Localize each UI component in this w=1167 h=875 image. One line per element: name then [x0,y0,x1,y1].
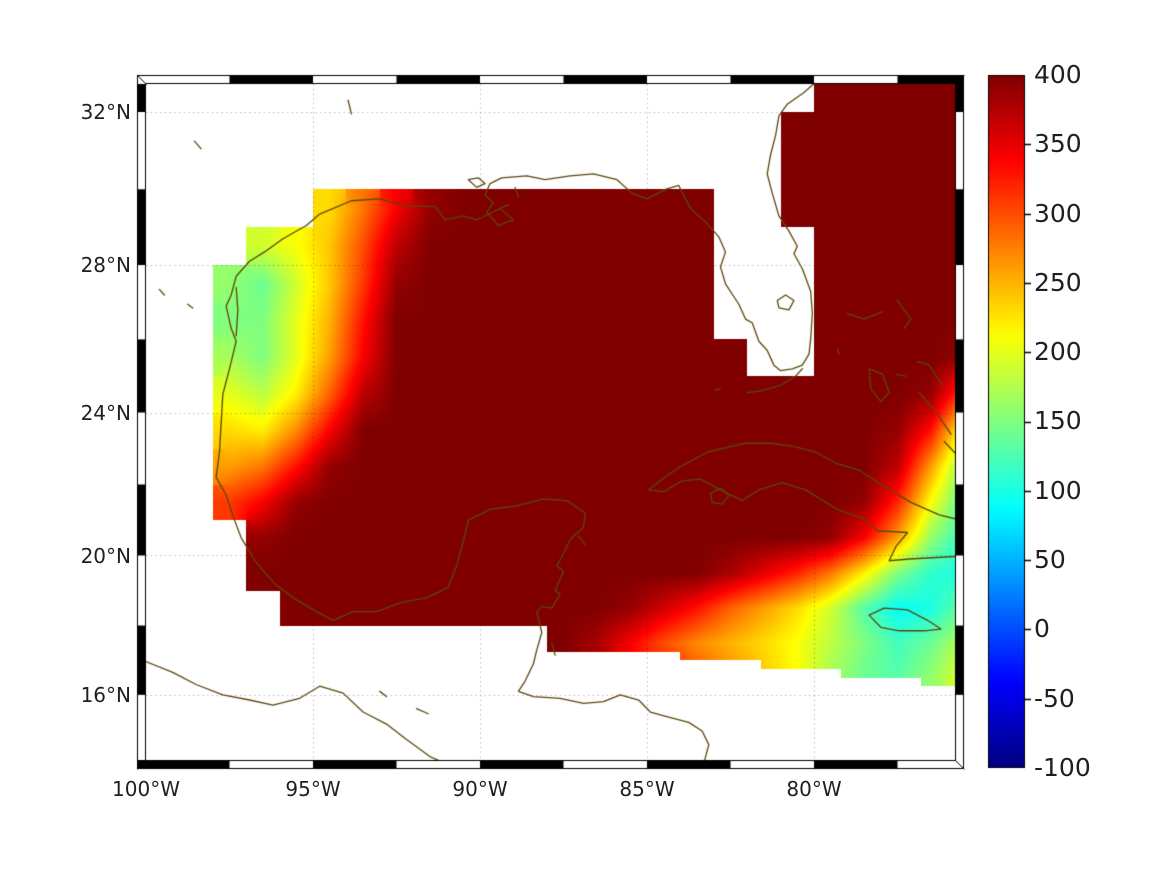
lon-tick-label: 85°W [619,777,675,801]
lon-tick-label: 95°W [285,777,341,801]
lat-tick-label: 24°N [80,401,131,425]
lon-tick-label: 100°W [112,777,180,801]
lat-tick-label: 16°N [80,683,131,707]
colorbar-tick-label: 300 [1034,199,1082,228]
colorbar-tick-label: 100 [1034,476,1082,505]
colorbar-tick-label: 250 [1034,268,1082,297]
colorbar-tick-label: 350 [1034,129,1082,158]
colorbar-tick-label: -50 [1034,684,1075,713]
colorbar-tick-label: 150 [1034,406,1082,435]
colorbar-tick-label: 200 [1034,337,1082,366]
lat-tick-label: 28°N [80,253,131,277]
lat-tick-label: 32°N [80,100,131,124]
colorbar-tick-label: 0 [1034,614,1050,643]
lon-tick-label: 90°W [452,777,508,801]
colorbar-tick-label: -100 [1034,753,1091,782]
colorbar-tick-label: 50 [1034,545,1066,574]
lat-tick-label: 20°N [80,544,131,568]
colorbar-tick-label: 400 [1034,60,1082,89]
lon-tick-label: 80°W [786,777,842,801]
